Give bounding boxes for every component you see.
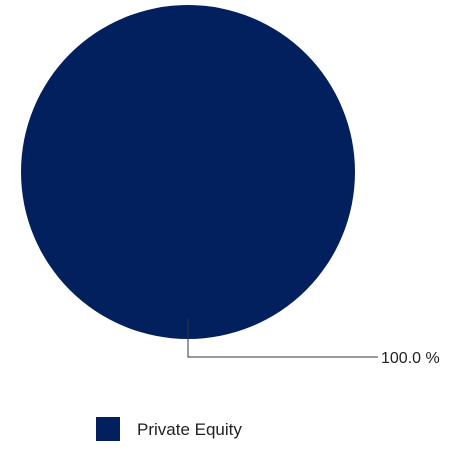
legend-swatch [96,417,120,441]
data-labels: 100.0 % [187,319,440,367]
legend-label: Private Equity [137,420,242,439]
pie-slices [21,5,355,339]
leader-line [187,319,378,358]
legend: Private Equity [96,417,242,441]
pie-slice [21,5,355,339]
data-label: 100.0 % [381,350,440,367]
